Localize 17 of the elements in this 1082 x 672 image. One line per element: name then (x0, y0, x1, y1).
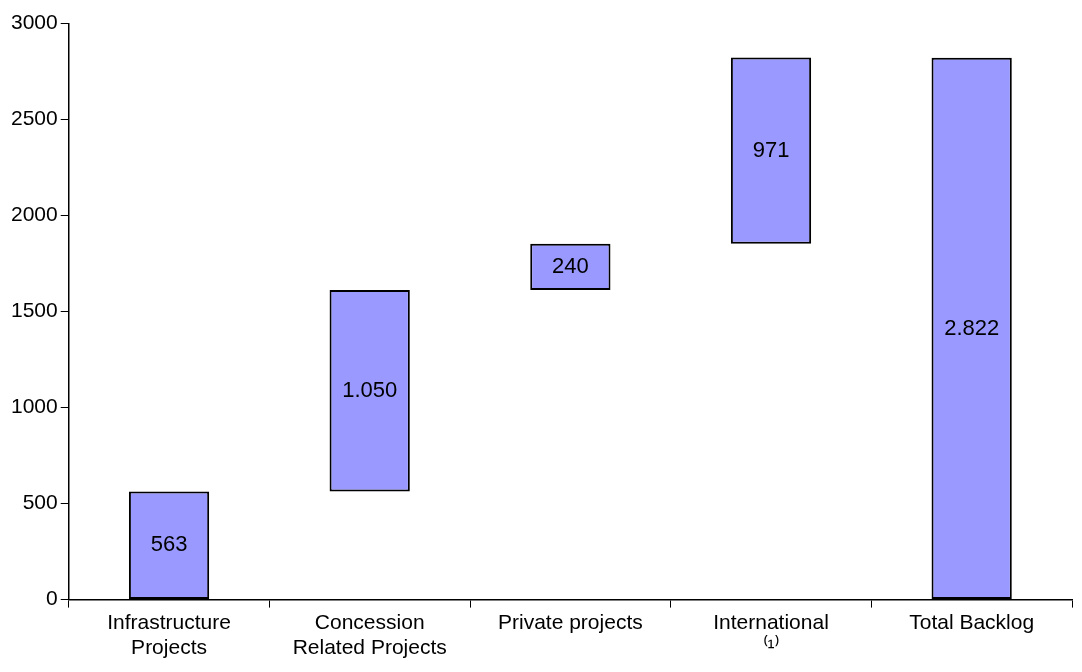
y-tick-label: 1000 (11, 394, 58, 418)
y-tick-label: 1500 (11, 298, 58, 322)
data-label: 1.050 (342, 376, 398, 402)
data-label: 971 (752, 136, 790, 162)
y-tick-label: 2000 (11, 202, 58, 226)
y-tick-label: 3000 (11, 10, 58, 34)
data-label: 240 (552, 252, 589, 278)
data-label: 563 (150, 531, 188, 557)
x-tick-label: Private projects (497, 610, 643, 633)
x-tick-label: Total Backlog (909, 610, 1035, 633)
y-tick-label: 500 (22, 490, 58, 514)
x-tick-label: Infrastructure Projects (107, 610, 231, 659)
x-tick-label: International ⁽¹⁾ (713, 610, 829, 659)
y-tick-label: 2500 (11, 106, 58, 130)
x-tick-label: Concession Related Projects (292, 610, 447, 659)
y-tick-label: 0 (46, 586, 58, 610)
data-label: 2.822 (944, 314, 1000, 340)
